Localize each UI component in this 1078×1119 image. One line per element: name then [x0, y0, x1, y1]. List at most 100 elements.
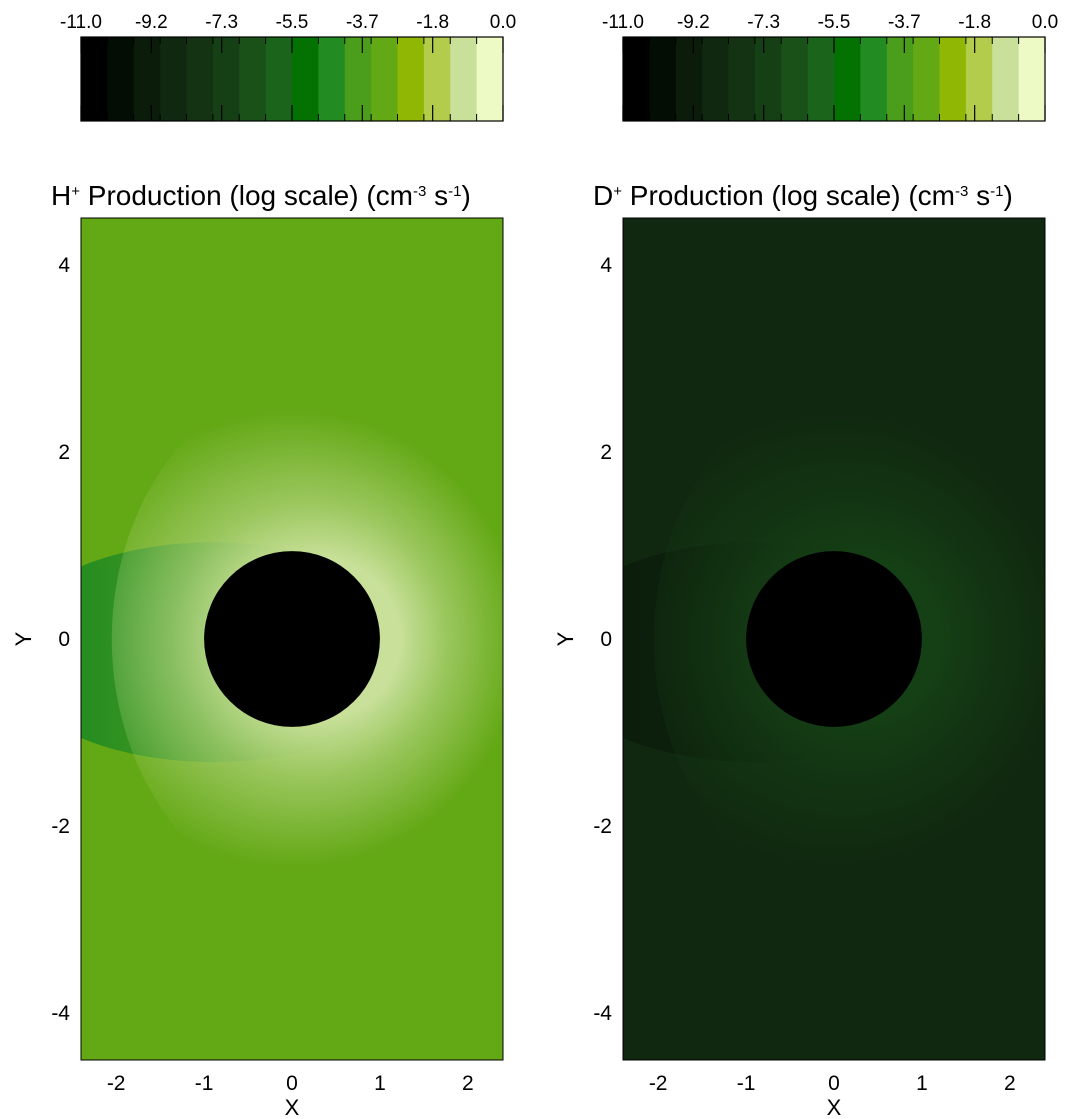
x-tick-label: -2 [107, 1072, 126, 1095]
y-tick-label: -4 [593, 1002, 612, 1025]
x-tick-label: 1 [374, 1072, 386, 1095]
colorbar-frame [622, 36, 1046, 122]
y-tick-label: 0 [58, 628, 70, 651]
colorbar-tick-label: -5.5 [818, 12, 851, 33]
x-tick-label: -1 [737, 1072, 756, 1095]
colorbar-swatch [807, 37, 835, 121]
colorbar-tick-label: -1.8 [958, 12, 991, 33]
x-tick-label: 1 [916, 1072, 928, 1095]
colorbar-swatch [160, 37, 188, 121]
title-main: Production (log scale) (cm [80, 180, 413, 211]
colorbar-swatch [239, 37, 267, 121]
panel-h-plus: -11.0 -9.2 -7.3 -5.5 -3.7 -1.8 0.0 H+ Producti… [11, 12, 516, 1119]
colorbar-tick-label: -7.3 [205, 12, 238, 33]
heatmap-field [623, 218, 1045, 1060]
colorbar-swatch [754, 37, 782, 121]
plot-area-h-plus [81, 218, 503, 1060]
colorbar-swatch [702, 37, 730, 121]
colorbar-swatch [133, 37, 161, 121]
panel-d-plus: -11.0 -9.2 -7.3 -5.5 -3.7 -1.8 0.0 D+ Producti… [553, 12, 1058, 1119]
planet-disk [746, 551, 922, 727]
y-tick-label: -2 [593, 815, 612, 838]
y-tick-label: 4 [58, 254, 70, 277]
title-cm-exponent: -3 [413, 183, 426, 200]
chart-title: D+ Production (log scale) (cm-3 s-1) [593, 180, 1013, 211]
x-tick-label: -1 [195, 1072, 214, 1095]
colorbar-swatch [728, 37, 756, 121]
x-tick-label: -2 [649, 1072, 668, 1095]
title-close: ) [1003, 180, 1012, 211]
title-species-charge: + [613, 183, 622, 200]
colorbar-swatch [292, 37, 319, 121]
colorbar-swatch [186, 37, 214, 121]
colorbar-tick-label: -3.7 [888, 12, 921, 33]
colorbar-tick-label: -1.8 [416, 12, 449, 33]
y-axis-label: Y [553, 631, 578, 646]
colorbar-tick-label: 0.0 [1032, 12, 1058, 33]
colorbar-swatch [992, 37, 1020, 121]
y-tick-label: -2 [51, 815, 70, 838]
colorbar-tick-label: -3.7 [346, 12, 379, 33]
colorbar-tick-label: -9.2 [677, 12, 710, 33]
title-species: H [51, 180, 71, 211]
colorbar-tick-label: -7.3 [747, 12, 780, 33]
colorbar-swatch [649, 37, 677, 121]
colorbar-swatch [860, 37, 888, 121]
x-tick-label: 0 [286, 1072, 298, 1095]
colorbar-swatch [781, 37, 809, 121]
title-s-unit: s [426, 180, 448, 211]
colorbar-h-plus: -11.0 -9.2 -7.3 -5.5 -3.7 -1.8 0.0 [60, 12, 516, 122]
chart-title: H+ Production (log scale) (cm-3 s-1) [51, 180, 471, 211]
colorbar-swatch [265, 37, 293, 121]
x-axis-label: X [827, 1095, 842, 1119]
colorbar-swatch [675, 37, 703, 121]
colorbar-swatch [476, 37, 504, 121]
colorbar-swatch [107, 37, 135, 121]
colorbar-swatch [212, 37, 240, 121]
colorbar-swatch [965, 37, 993, 121]
colorbar-swatch [1018, 37, 1046, 121]
heatmap-field [81, 218, 503, 1060]
x-tick-label: 0 [828, 1072, 840, 1095]
planet-disk [204, 551, 380, 727]
colorbar-swatch [81, 37, 108, 121]
colorbar-swatch [318, 37, 346, 121]
y-tick-label: 2 [600, 441, 612, 464]
colorbar-tick-label: -5.5 [276, 12, 309, 33]
colorbar-swatch [886, 37, 914, 121]
title-species-charge: + [71, 183, 80, 200]
colorbar-tick-label: 0.0 [490, 12, 516, 33]
title-s-unit: s [968, 180, 990, 211]
y-tick-label: 4 [600, 254, 612, 277]
colorbar-swatch [450, 37, 478, 121]
plot-frame [622, 217, 1046, 1061]
title-s-exponent: -1 [448, 183, 461, 200]
colorbar-swatch [397, 37, 425, 121]
x-tick-label: 2 [462, 1072, 474, 1095]
y-tick-label: 2 [58, 441, 70, 464]
x-tick-label: 2 [1004, 1072, 1016, 1095]
title-d-plus: D+ Production (log scale) (cm-3 s-1) [593, 180, 1013, 211]
colorbar-swatch [913, 37, 941, 121]
colorbar-swatch [834, 37, 861, 121]
colorbar-tick-label: -11.0 [602, 12, 644, 33]
colorbar-frame [80, 36, 504, 122]
plot-area-d-plus [623, 218, 1045, 1060]
axes-h-plus: -2 -1 0 1 2 X -4 -2 0 2 4 Y [11, 217, 504, 1119]
x-axis-label: X [285, 1095, 300, 1119]
title-cm-exponent: -3 [955, 183, 968, 200]
title-s-exponent: -1 [990, 183, 1003, 200]
title-main: Production (log scale) (cm [622, 180, 955, 211]
colorbar-tick-label: -9.2 [135, 12, 168, 33]
colorbar-swatch [371, 37, 399, 121]
title-close: ) [461, 180, 470, 211]
title-h-plus: H+ Production (log scale) (cm-3 s-1) [51, 180, 471, 211]
colorbar-swatch [939, 37, 967, 121]
y-tick-label: 0 [600, 628, 612, 651]
plot-frame [80, 217, 504, 1061]
colorbar-d-plus: -11.0 -9.2 -7.3 -5.5 -3.7 -1.8 0.0 [602, 12, 1058, 122]
colorbar-swatch [344, 37, 372, 121]
title-species: D [593, 180, 613, 211]
colorbar-tick-label: -11.0 [60, 12, 102, 33]
